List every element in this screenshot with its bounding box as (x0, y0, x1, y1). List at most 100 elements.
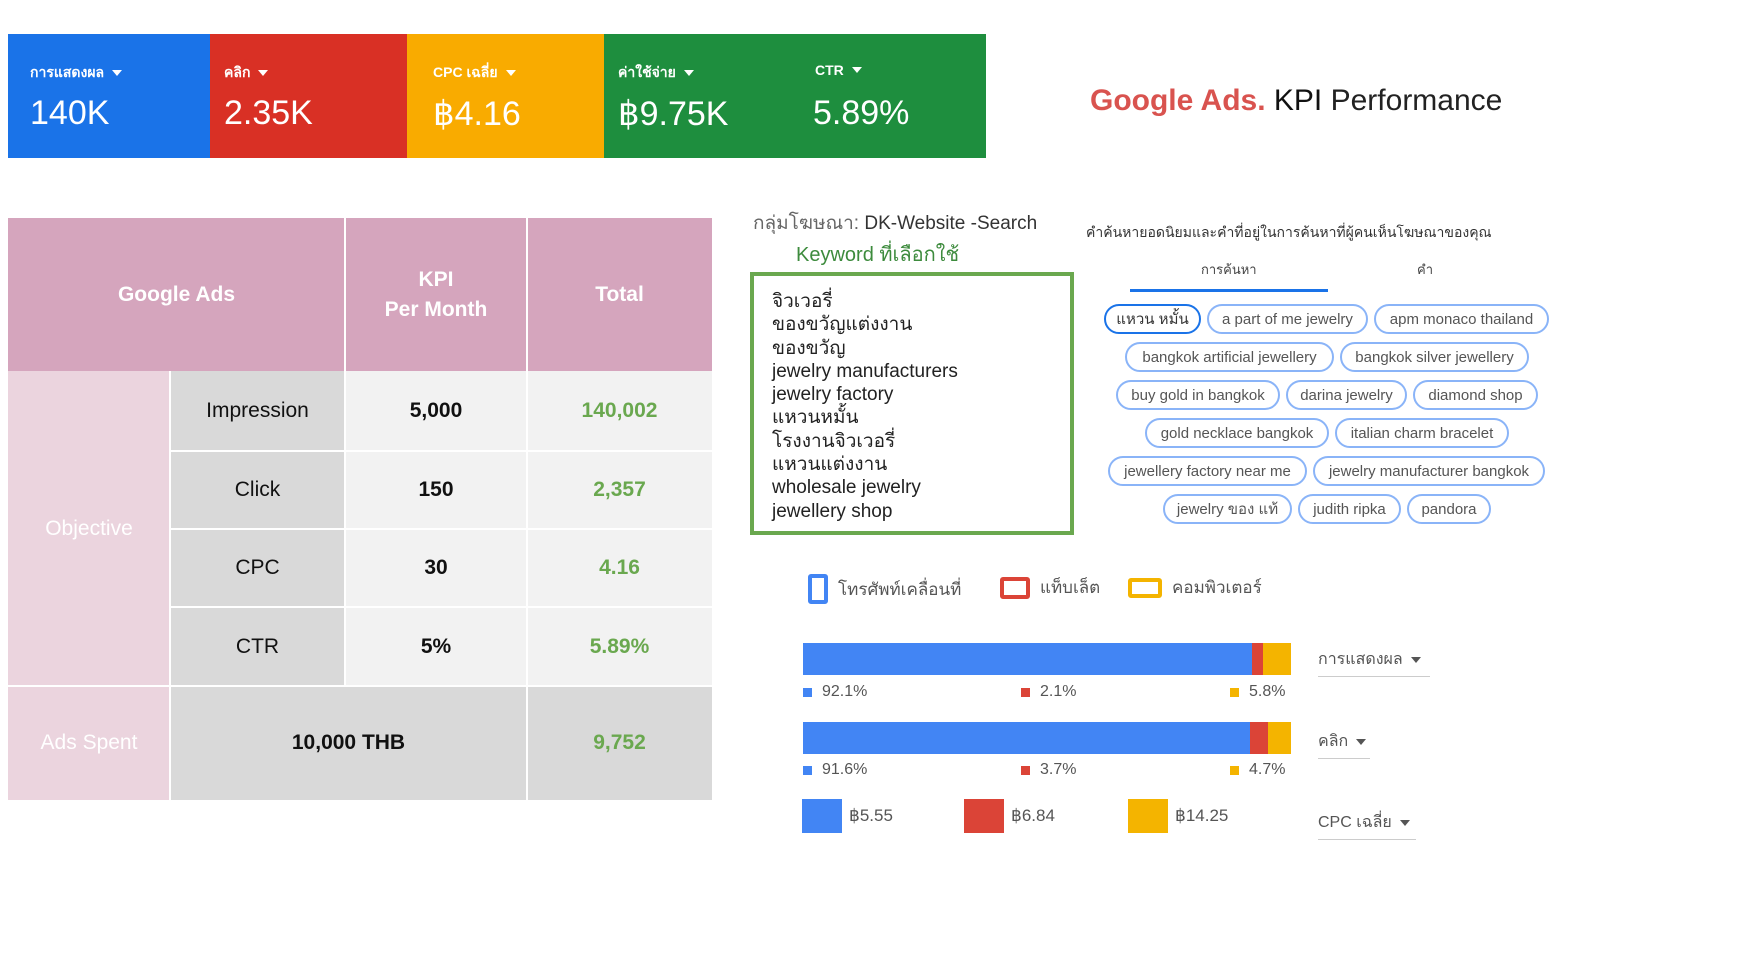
legend-tablet: แท็บเล็ต (1000, 574, 1100, 601)
divider (344, 218, 346, 686)
tablet-icon (1000, 576, 1030, 599)
divider (170, 450, 712, 452)
search-term-chip[interactable]: apm monaco thailand (1374, 304, 1549, 334)
ad-group-name: DK-Website -Search (864, 213, 1038, 234)
kpi-click: 150 (345, 451, 527, 529)
computer-icon (1128, 577, 1162, 598)
kpi-label: CTR (815, 62, 844, 78)
caret-down-icon (1399, 819, 1410, 826)
title-kpi: KPI (1273, 84, 1323, 117)
search-term-chip[interactable]: jewelry ของ แท้ (1163, 494, 1292, 524)
pct-clicks-computer: 4.7% (1230, 761, 1285, 779)
keyword-item: แหวนแต่งงาน (772, 454, 888, 476)
kpi-card-cpc[interactable]: CPC เฉลี่ย ฿4.16 (407, 34, 604, 158)
kpi-card-impressions[interactable]: การแสดงผล 140K (8, 34, 210, 158)
cpc-mobile: ฿5.55 (849, 806, 893, 825)
search-terms-title: คำค้นหายอดนิยมและคำที่อยู่ในการค้นหาที่ผ… (1086, 224, 1492, 240)
page-title: Google Ads. KPI Performance (1090, 84, 1502, 118)
kpi-impression: 5,000 (345, 371, 527, 451)
search-term-chip[interactable]: a part of me jewelry (1207, 304, 1368, 334)
search-term-chip[interactable]: แหวน หมั้น (1104, 304, 1201, 334)
pct-impressions-mobile: 92.1% (803, 683, 867, 701)
kpi-ctr: 5% (345, 607, 527, 686)
kpi-label: การแสดงผล (30, 64, 105, 80)
tab-words[interactable]: คำ (1417, 262, 1433, 277)
metric-select-impressions[interactable]: การแสดงผล (1318, 647, 1430, 677)
title-google-ads: Google Ads. (1090, 84, 1266, 117)
bar-impressions-mobile (803, 643, 1253, 675)
search-term-chip[interactable]: diamond shop (1413, 380, 1538, 410)
keyword-item: ของขวัญแต่งงาน (772, 314, 913, 336)
legend-label: โทรศัพท์เคลื่อนที่ (838, 579, 962, 599)
caret-down-icon (505, 70, 516, 76)
total-cpc: 4.16 (527, 529, 712, 607)
metric-impression: Impression (170, 371, 345, 451)
caret-down-icon (851, 67, 862, 73)
kpi-summary-bar: การแสดงผล 140K คลิก 2.35K CPC เฉลี่ย ฿4.… (8, 34, 986, 158)
total-impression: 140,002 (527, 371, 712, 451)
divider (526, 218, 528, 800)
caret-down-icon (1356, 738, 1367, 745)
header-kpi-per-month: KPI Per Month (345, 218, 527, 371)
kpi-card-ctr[interactable]: CTR 5.89% (799, 34, 986, 158)
search-term-chip[interactable]: italian charm bracelet (1335, 418, 1509, 448)
metric-cpc: CPC (170, 529, 345, 607)
ad-group-prefix: กลุ่มโฆษณา: (753, 213, 860, 234)
divider (170, 528, 712, 530)
search-term-chip[interactable]: gold necklace bangkok (1145, 418, 1329, 448)
kpi-card-cost[interactable]: ค่าใช้จ่าย ฿9.75K (604, 34, 799, 158)
search-term-chip[interactable]: jewellery factory near me (1108, 456, 1307, 486)
legend-label: แท็บเล็ต (1040, 578, 1101, 597)
header-total: Total (527, 218, 712, 371)
metric-select-cpc[interactable]: CPC เฉลี่ย (1318, 810, 1416, 840)
kpi-value: 5.89% (813, 94, 910, 132)
keyword-item: ของขวัญ (772, 337, 846, 359)
pct-clicks-tablet: 3.7% (1021, 761, 1076, 779)
keyword-item: wholesale jewelry (772, 477, 921, 499)
ad-group-title: กลุ่มโฆษณา: DK-Website -Search (753, 208, 1037, 238)
kpi-value: 140K (30, 94, 110, 132)
metric-select-clicks[interactable]: คลิก (1318, 729, 1370, 759)
legend-computer: คอมพิวเตอร์ (1128, 574, 1262, 601)
search-term-chip[interactable]: bangkok silver jewellery (1340, 342, 1529, 372)
ads-spent-label: Ads Spent (8, 686, 170, 800)
active-tab-indicator (1130, 289, 1328, 292)
kpi-label: คลิก (224, 64, 251, 80)
divider (8, 685, 712, 687)
tab-searches[interactable]: การค้นหา (1201, 262, 1257, 277)
bar-clicks-mobile (803, 722, 1250, 754)
cpc-computer: ฿14.25 (1175, 806, 1229, 825)
metric-ctr: CTR (170, 607, 345, 686)
kpi-value: ฿9.75K (618, 95, 729, 133)
bar-clicks-computer (1268, 722, 1291, 754)
caret-down-icon (258, 70, 269, 76)
metric-click: Click (170, 451, 345, 529)
header-kpi-line1: KPI (418, 267, 454, 291)
kpi-label: ค่าใช้จ่าย (618, 64, 676, 80)
search-term-chip[interactable]: bangkok artificial jewellery (1125, 342, 1334, 372)
pct-impressions-computer: 5.8% (1230, 683, 1285, 701)
search-term-chip[interactable]: darina jewelry (1286, 380, 1407, 410)
kpi-table: Google Ads KPI Per Month Total Objective… (8, 218, 712, 800)
kpi-value: 2.35K (224, 94, 313, 132)
total-ads-spent: 9,752 (527, 686, 712, 800)
keyword-item: แหวนหมั้น (772, 407, 859, 429)
legend-mobile: โทรศัพท์เคลื่อนที่ (808, 574, 961, 604)
keyword-item: จิวเวอรี่ (772, 291, 833, 312)
search-term-chip[interactable]: buy gold in bangkok (1116, 380, 1280, 410)
kpi-card-clicks[interactable]: คลิก 2.35K (210, 34, 407, 158)
cpc-mobile-swatch (802, 799, 842, 833)
legend-label: คอมพิวเตอร์ (1172, 578, 1262, 597)
keyword-item: jewelry factory (772, 384, 894, 406)
search-term-chip[interactable]: judith ripka (1298, 494, 1401, 524)
cpc-tablet: ฿6.84 (1011, 806, 1055, 825)
kpi-cpc: 30 (345, 529, 527, 607)
kpi-value: ฿4.16 (433, 95, 521, 133)
search-term-chip[interactable]: pandora (1407, 494, 1491, 524)
search-term-chip[interactable]: jewelry manufacturer bangkok (1313, 456, 1545, 486)
divider (170, 606, 712, 608)
header-google-ads: Google Ads (8, 218, 345, 371)
kpi-ads-spent: 10,000 THB (170, 686, 527, 800)
kpi-label: CPC เฉลี่ย (433, 64, 498, 80)
mobile-icon (808, 574, 828, 604)
